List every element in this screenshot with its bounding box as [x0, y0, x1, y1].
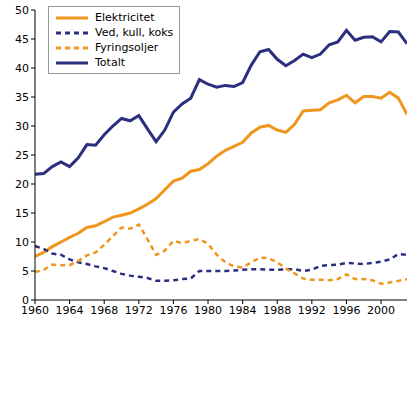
html-text:Totalt: Totalt [95, 56, 125, 69]
svg-text:1992: 1992 [298, 304, 326, 317]
svg-text:40: 40 [15, 62, 29, 75]
svg-text:2000: 2000 [367, 304, 395, 317]
svg-text:35: 35 [15, 91, 29, 104]
html-text:Fyringsoljer: Fyringsoljer [95, 41, 159, 54]
svg-text:30: 30 [15, 120, 29, 133]
svg-text:50: 50 [15, 4, 29, 17]
svg-text:1976: 1976 [159, 304, 187, 317]
html-text:Ved, kull, koks: Ved, kull, koks [95, 26, 174, 39]
svg-text:20: 20 [15, 178, 29, 191]
svg-text:1988: 1988 [263, 304, 291, 317]
html-text:Elektricitet: Elektricitet [95, 11, 155, 24]
svg-text:1996: 1996 [332, 304, 360, 317]
svg-text:0: 0 [22, 294, 29, 307]
svg-text:15: 15 [15, 207, 29, 220]
svg-text:10: 10 [15, 236, 29, 249]
svg-text:1980: 1980 [194, 304, 222, 317]
svg-text:1984: 1984 [229, 304, 257, 317]
svg-text:5: 5 [22, 265, 29, 278]
svg-text:45: 45 [15, 33, 29, 46]
svg-text:1960: 1960 [21, 303, 49, 317]
svg-text:25: 25 [15, 149, 29, 162]
svg-text:1964: 1964 [56, 304, 84, 317]
svg-text:1968: 1968 [90, 304, 118, 317]
svg-text:1972: 1972 [125, 304, 153, 317]
